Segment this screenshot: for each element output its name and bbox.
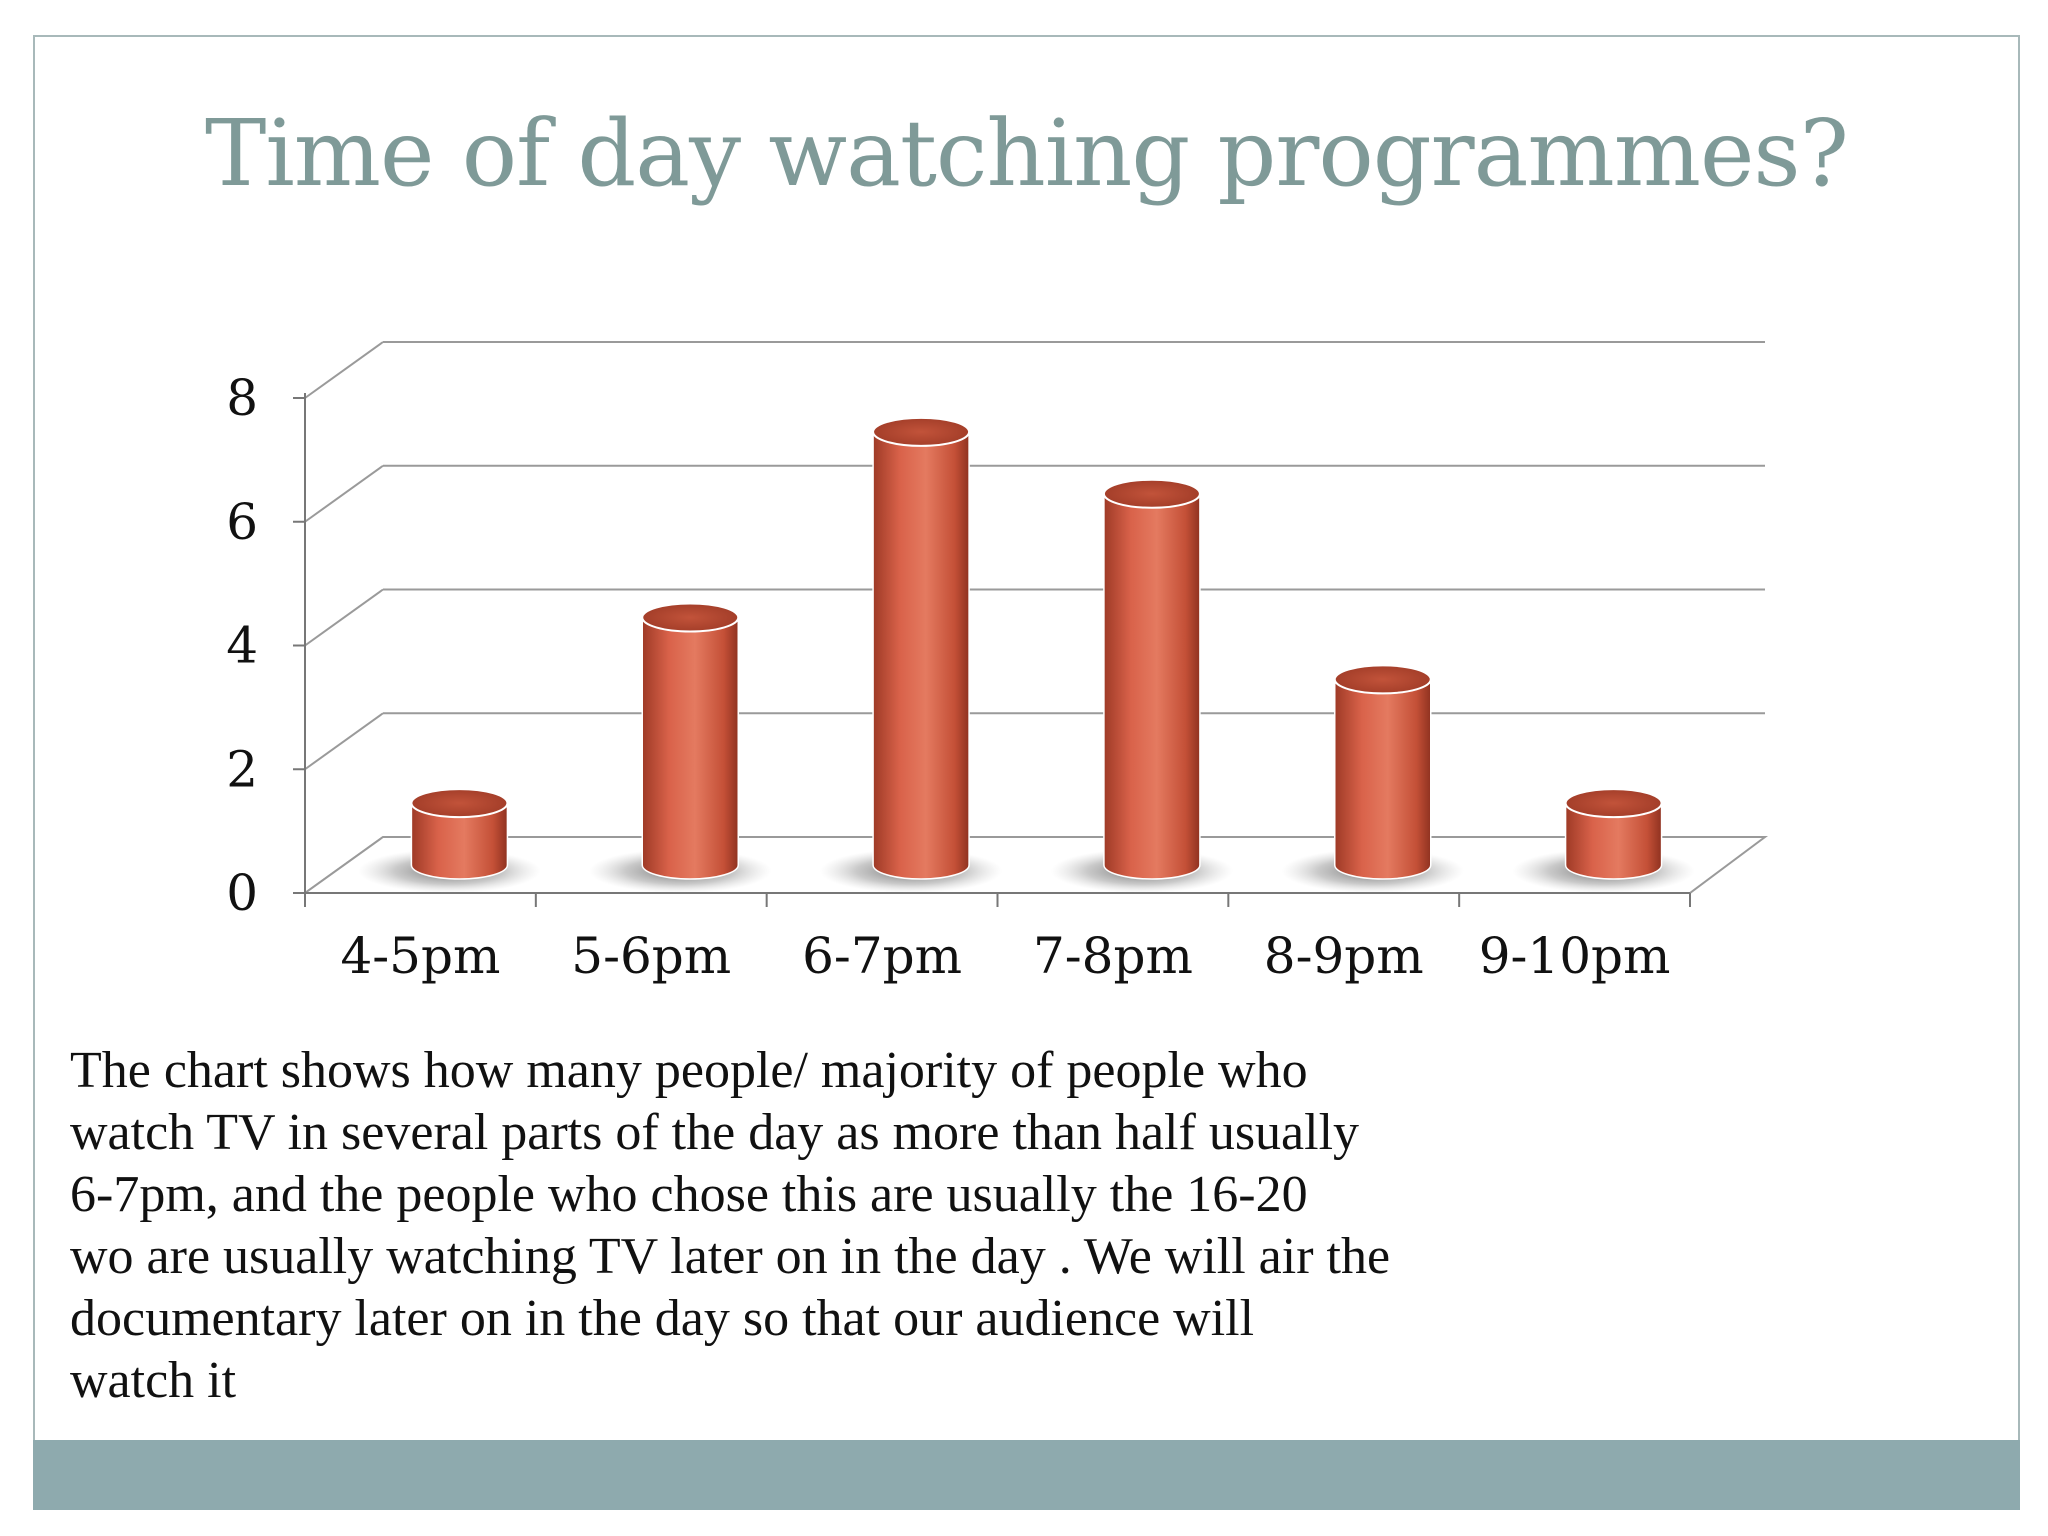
gridline-depth: [304, 588, 384, 647]
bar-cap: [1102, 478, 1201, 509]
x-tick-label: 4-5pm: [340, 927, 500, 985]
bar: [1564, 802, 1663, 880]
x-tick-label: 7-8pm: [1033, 927, 1193, 985]
bar: [410, 802, 509, 880]
slide-title: Time of day watching programmes?: [205, 100, 1849, 207]
axes: [293, 393, 1769, 907]
slide-frame: [33, 35, 2020, 1510]
footer-bar: [33, 1440, 2020, 1510]
description-line: The chart shows how many people/ majorit…: [70, 1042, 1308, 1099]
y-tick-label: 4: [226, 617, 258, 675]
bar-cap: [872, 416, 971, 447]
bar-cap: [1333, 664, 1432, 695]
bars: [358, 416, 1695, 893]
description-line: documentary later on in the day so that …: [70, 1290, 1255, 1347]
bar-cap: [410, 788, 509, 819]
description-line: watch it: [70, 1352, 237, 1409]
bar-cap: [1564, 788, 1663, 819]
description-line: wo are usually watching TV later on in t…: [70, 1228, 1391, 1285]
gridlines: [304, 341, 1765, 894]
y-tick-label: 0: [226, 864, 258, 922]
y-tick-label: 8: [226, 369, 258, 427]
description-line: watch TV in several parts of the day as …: [70, 1104, 1360, 1161]
gridline-depth: [304, 341, 384, 399]
gridline-depth: [304, 712, 384, 771]
gridline-depth: [304, 464, 384, 523]
chart-description: The chart shows how many people/ majorit…: [70, 1040, 1570, 1412]
bar: [641, 616, 739, 880]
bar: [1103, 493, 1201, 880]
bar-cap: [641, 602, 740, 633]
x-tick-label: 8-9pm: [1264, 927, 1424, 985]
bar: [872, 431, 970, 880]
x-tick-label: 6-7pm: [802, 927, 962, 985]
x-tick-label: 9-10pm: [1479, 927, 1671, 985]
x-tick-label: 5-6pm: [571, 927, 731, 985]
tick-labels: 0 2 4 6 8 4-5pm 5-6pm 6-7pm 7-8pm 8-9pm 9-10pm: [226, 369, 1670, 985]
y-tick-label: 2: [226, 740, 258, 798]
description-line: 6-7pm, and the people who chose this are…: [70, 1166, 1308, 1223]
bar: [1334, 678, 1432, 880]
y-tick-label: 6: [226, 493, 258, 551]
